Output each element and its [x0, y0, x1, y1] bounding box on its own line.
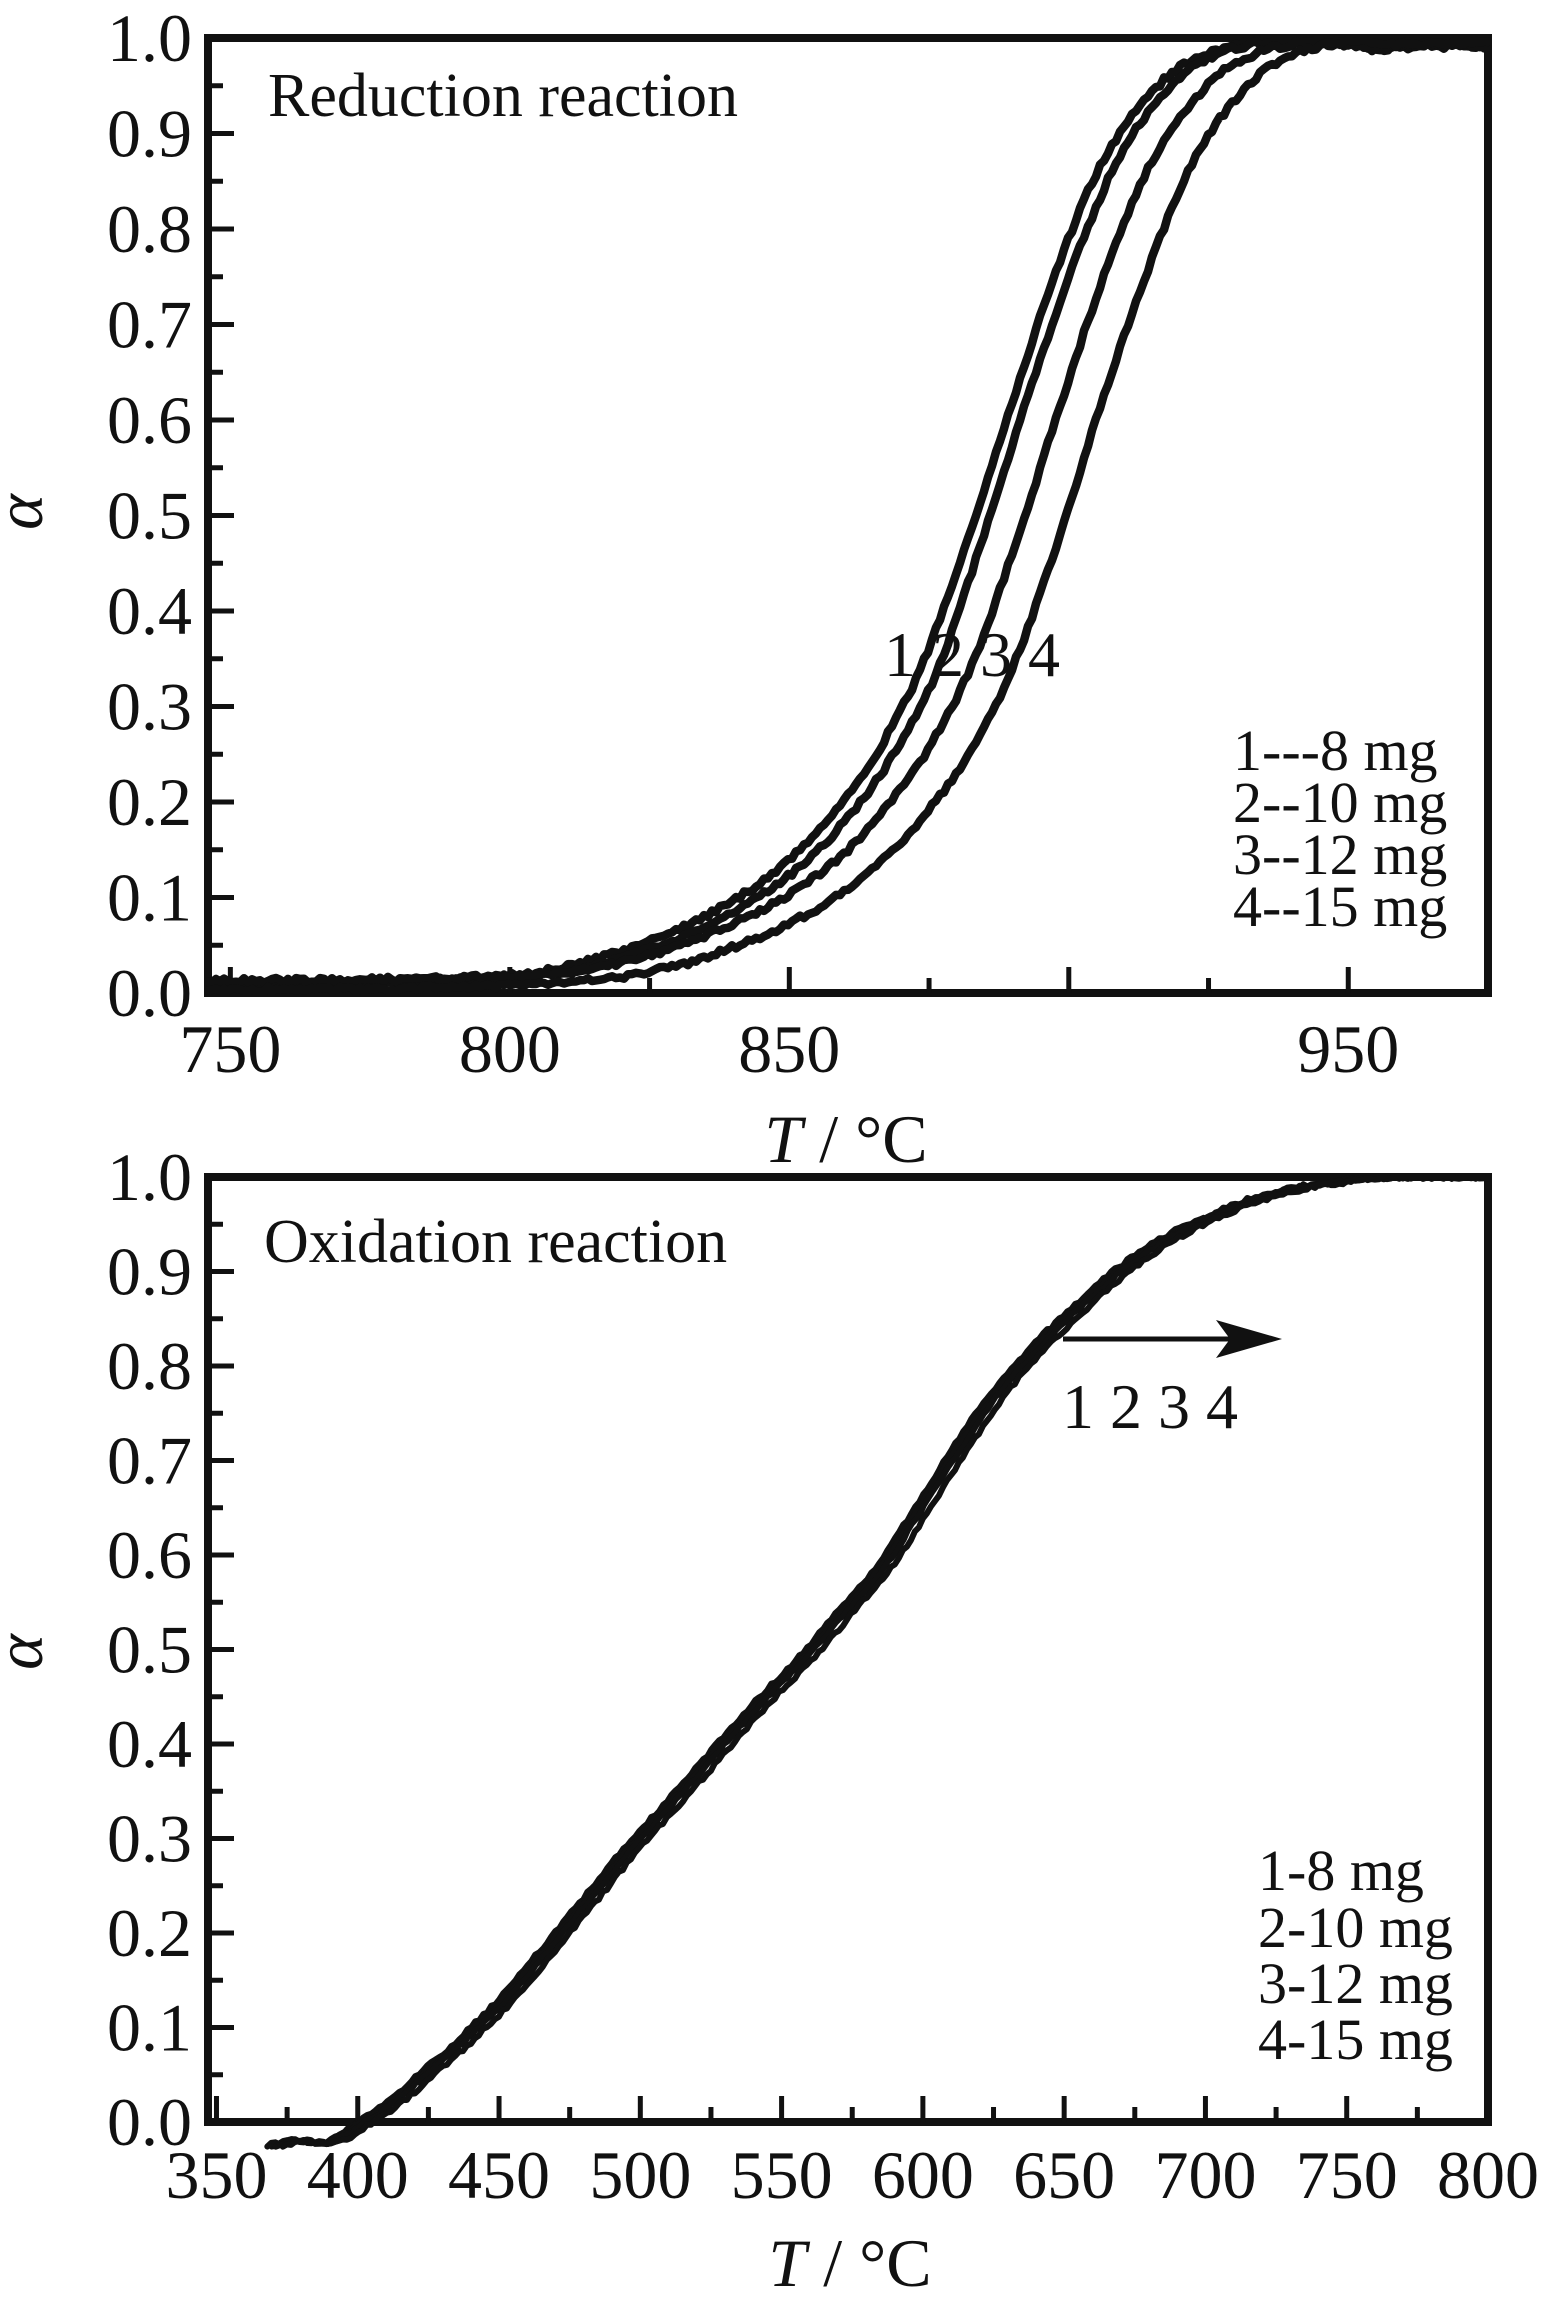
oxidation-reaction-panel: 350 400 450 500 550 600 650 700 750 800 0.0 0.1 0.2 0…: [0, 1139, 1539, 2299]
curve-number-labels: 1 2 3 4: [1062, 1371, 1238, 1442]
series-curve-4-15mg: [279, 1175, 1490, 2150]
y-tick-label: 0.3: [107, 669, 192, 745]
legend-line: 1---8 mg: [1233, 718, 1438, 783]
y-tick-label: 0.2: [107, 764, 192, 840]
direction-arrow-head: [1216, 1320, 1282, 1358]
x-tick-label: 550: [731, 2137, 833, 2213]
y-tick-label: 0.5: [107, 478, 192, 554]
x-tick-label: 400: [307, 2137, 409, 2213]
series-curve-4-15mg: [206, 36, 1490, 995]
reduction-reaction-panel: 750 800 850 950 0.0 0.1 0.2 0.3 0.4 0.5 0.6 0.7 0.8 0…: [0, 0, 1492, 1177]
legend-line: 2--10 mg: [1233, 770, 1447, 835]
y-tick-label: 0.8: [107, 1328, 192, 1404]
y-tick-label: 0.4: [107, 1706, 192, 1782]
panel-title: Reduction reaction: [268, 62, 738, 130]
x-axis-title: T / °C: [764, 1101, 927, 1177]
y-tick-label: 0.9: [107, 96, 192, 172]
x-tick-label: 950: [1297, 1011, 1399, 1087]
x-tick-label: 850: [738, 1011, 840, 1087]
legend-line: 3--12 mg: [1233, 822, 1447, 887]
legend-line: 4-15 mg: [1258, 2007, 1453, 2072]
y-tick-label: 0.0: [107, 955, 192, 1031]
y-axis-title: α: [0, 493, 57, 530]
y-tick-label: 0.9: [107, 1234, 192, 1310]
y-tick-label: 0.5: [107, 1612, 192, 1688]
x-axis-title: T / °C: [768, 2225, 931, 2299]
axis-ticks: [208, 35, 1351, 996]
legend-line: 3-12 mg: [1258, 1951, 1453, 2016]
y-tick-label: 0.7: [107, 1423, 192, 1499]
x-tick-label: 700: [1154, 2137, 1256, 2213]
x-tick-label: 600: [872, 2137, 974, 2213]
y-tick-label: 0.3: [107, 1801, 192, 1877]
axis-ticks: [208, 1174, 1491, 2125]
y-tick-label: 0.6: [107, 1517, 192, 1593]
y-tick-label: 0.1: [107, 860, 192, 936]
y-tick-label: 0.1: [107, 1990, 192, 2066]
y-tick-label: 0.4: [107, 573, 192, 649]
x-tick-label: 500: [589, 2137, 691, 2213]
y-tick-label: 0.7: [107, 287, 192, 363]
x-tick-label: 750: [179, 1011, 281, 1087]
y-tick-label: 0.6: [107, 382, 192, 458]
x-tick-label: 650: [1013, 2137, 1115, 2213]
y-tick-label: 0.0: [107, 2084, 192, 2160]
x-tick-label: 350: [165, 2137, 267, 2213]
legend-line: 1-8 mg: [1258, 1838, 1424, 1903]
x-tick-label: 800: [459, 1011, 561, 1087]
y-tick-label: 0.8: [107, 191, 192, 267]
legend-line: 2-10 mg: [1258, 1895, 1453, 1960]
x-tick-label: 750: [1296, 2137, 1398, 2213]
y-axis-title: α: [0, 1633, 57, 1670]
x-tick-label: 450: [448, 2137, 550, 2213]
y-tick-label: 1.0: [107, 0, 192, 76]
x-tick-label: 800: [1437, 2137, 1539, 2213]
panel-title: Oxidation reaction: [264, 1208, 727, 1276]
series-curve-3-12mg: [206, 36, 1490, 988]
y-tick-label: 1.0: [107, 1139, 192, 1215]
y-tick-label: 0.2: [107, 1895, 192, 1971]
legend-line: 4--15 mg: [1233, 874, 1447, 939]
data-series: [206, 36, 1490, 995]
data-series: [264, 1175, 1490, 2150]
